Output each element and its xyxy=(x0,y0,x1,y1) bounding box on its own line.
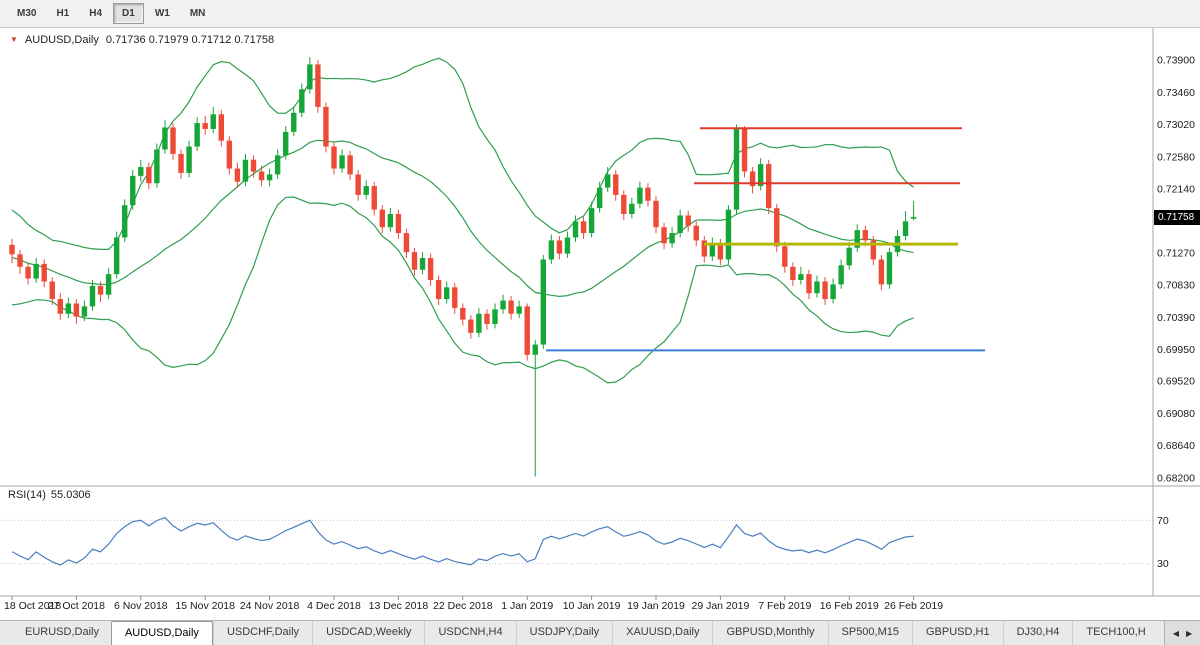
chart-tab-gbpusd-monthly[interactable]: GBPUSD,Monthly xyxy=(712,621,827,645)
date-axis-label: 1 Jan 2019 xyxy=(501,600,553,612)
chart-tab-usdchf-daily[interactable]: USDCHF,Daily xyxy=(212,621,312,645)
candles-layer xyxy=(9,57,917,477)
timeframe-button-d1[interactable]: D1 xyxy=(113,3,144,24)
timeframe-button-h4[interactable]: H4 xyxy=(80,3,111,24)
price-axis-label: 0.69080 xyxy=(1157,408,1195,420)
rsi-name-text: RSI(14) xyxy=(8,489,46,501)
date-axis-label: 15 Nov 2018 xyxy=(175,600,235,612)
chart-tab-gbpusd-h1[interactable]: GBPUSD,H1 xyxy=(912,621,1003,645)
timeframe-button-mn[interactable]: MN xyxy=(181,3,215,24)
price-axis-label: 0.70390 xyxy=(1157,312,1195,324)
bollinger-middle-band xyxy=(11,139,914,297)
price-axis-label: 0.73900 xyxy=(1157,55,1195,67)
date-axis-label: 4 Dec 2018 xyxy=(307,600,361,612)
chart-tab-xauusd-daily[interactable]: XAUUSD,Daily xyxy=(612,621,712,645)
date-axis-label: 27 Oct 2018 xyxy=(48,600,105,612)
rsi-level-label: 30 xyxy=(1157,558,1169,570)
date-axis-label: 16 Feb 2019 xyxy=(820,600,879,612)
price-axis-label: 0.68640 xyxy=(1157,440,1195,452)
price-axis-label: 0.70830 xyxy=(1157,280,1195,292)
chart-tab-usdjpy-daily[interactable]: USDJPY,Daily xyxy=(515,621,613,645)
price-axis-label: 0.69950 xyxy=(1157,344,1195,356)
date-axis-label: 29 Jan 2019 xyxy=(691,600,749,612)
date-axis-label: 22 Dec 2018 xyxy=(433,600,493,612)
chart-tab-sp500-m15[interactable]: SP500,M15 xyxy=(827,621,912,645)
chart-tab-usdcad-weekly[interactable]: USDCAD,Weekly xyxy=(312,621,424,645)
date-axis-label: 19 Jan 2019 xyxy=(627,600,685,612)
price-chart[interactable]: 0.73900 0.73460 0.73020 0.72580 0.72140 0.717… xyxy=(0,28,1200,620)
chart-tab-tech100-h[interactable]: TECH100,H xyxy=(1072,621,1158,645)
chart-title: ▼ AUDUSD,Daily 0.71736 0.71979 0.71712 0… xyxy=(10,34,274,46)
price-axis-label: 0.72580 xyxy=(1157,151,1195,163)
chart-area: 0.73900 0.73460 0.73020 0.72580 0.72140 0.717… xyxy=(0,28,1200,620)
rsi-indicator-label: RSI(14) 55.0306 xyxy=(8,489,96,501)
tab-scroll-right-icon[interactable]: ▶ xyxy=(1186,628,1193,638)
chart-tabbar: EURUSD,Daily AUDUSD,Daily USDCHF,Daily USDC… xyxy=(0,620,1200,645)
date-axis-label: 26 Feb 2019 xyxy=(884,600,943,612)
chart-tab-eurusd-daily[interactable]: EURUSD,Daily xyxy=(25,626,99,638)
price-axis-label: 0.73460 xyxy=(1157,87,1195,99)
date-axis-label: 7 Feb 2019 xyxy=(758,600,811,612)
timeframe-button-w1[interactable]: W1 xyxy=(146,3,179,24)
timeframe-toolbar: M30 H1 H4 D1 W1 MN xyxy=(0,0,1200,28)
chart-tab-dj30-h4[interactable]: DJ30,H4 xyxy=(1002,621,1073,645)
timeframe-button-m30[interactable]: M30 xyxy=(8,3,45,24)
date-axis-label: 6 Nov 2018 xyxy=(114,600,168,612)
symbol-marker-icon: ▼ xyxy=(10,35,18,44)
price-axis-label: 0.71270 xyxy=(1157,247,1195,259)
chart-symbol-text: AUDUSD,Daily xyxy=(24,34,99,46)
price-axis-label: 0.72140 xyxy=(1157,184,1195,196)
price-axis: 0.739000.734600.730200.725800.721400.717… xyxy=(1157,55,1195,485)
rsi-value-text: 55.0306 xyxy=(50,489,91,501)
tabbar-scroll-nav: ◀ ▶ xyxy=(1164,620,1200,645)
bollinger-lower-band xyxy=(11,196,914,384)
rsi-level-label: 70 xyxy=(1157,515,1169,527)
date-axis-label: 13 Dec 2018 xyxy=(369,600,429,612)
chart-tab-audusd-daily[interactable]: AUDUSD,Daily xyxy=(110,621,213,645)
price-axis-label: 0.69520 xyxy=(1157,376,1195,388)
timeframe-button-h1[interactable]: H1 xyxy=(47,3,78,24)
chart-ohlc-text: 0.71736 0.71979 0.71712 0.71758 xyxy=(105,34,275,46)
current-price-badge: 0.71758 xyxy=(1154,209,1200,225)
date-axis-label: 24 Nov 2018 xyxy=(240,600,300,612)
date-axis-label: 10 Jan 2019 xyxy=(563,600,621,612)
tab-scroll-left-icon[interactable]: ◀ xyxy=(1172,628,1179,638)
rsi-line xyxy=(11,516,914,566)
date-axis-label: 18 Oct 2018 xyxy=(4,600,61,612)
price-axis-label: 0.73020 xyxy=(1157,119,1195,131)
price-axis-label: 0.68200 xyxy=(1157,473,1195,485)
chart-tab-usdcnh-h4[interactable]: USDCNH,H4 xyxy=(424,621,515,645)
